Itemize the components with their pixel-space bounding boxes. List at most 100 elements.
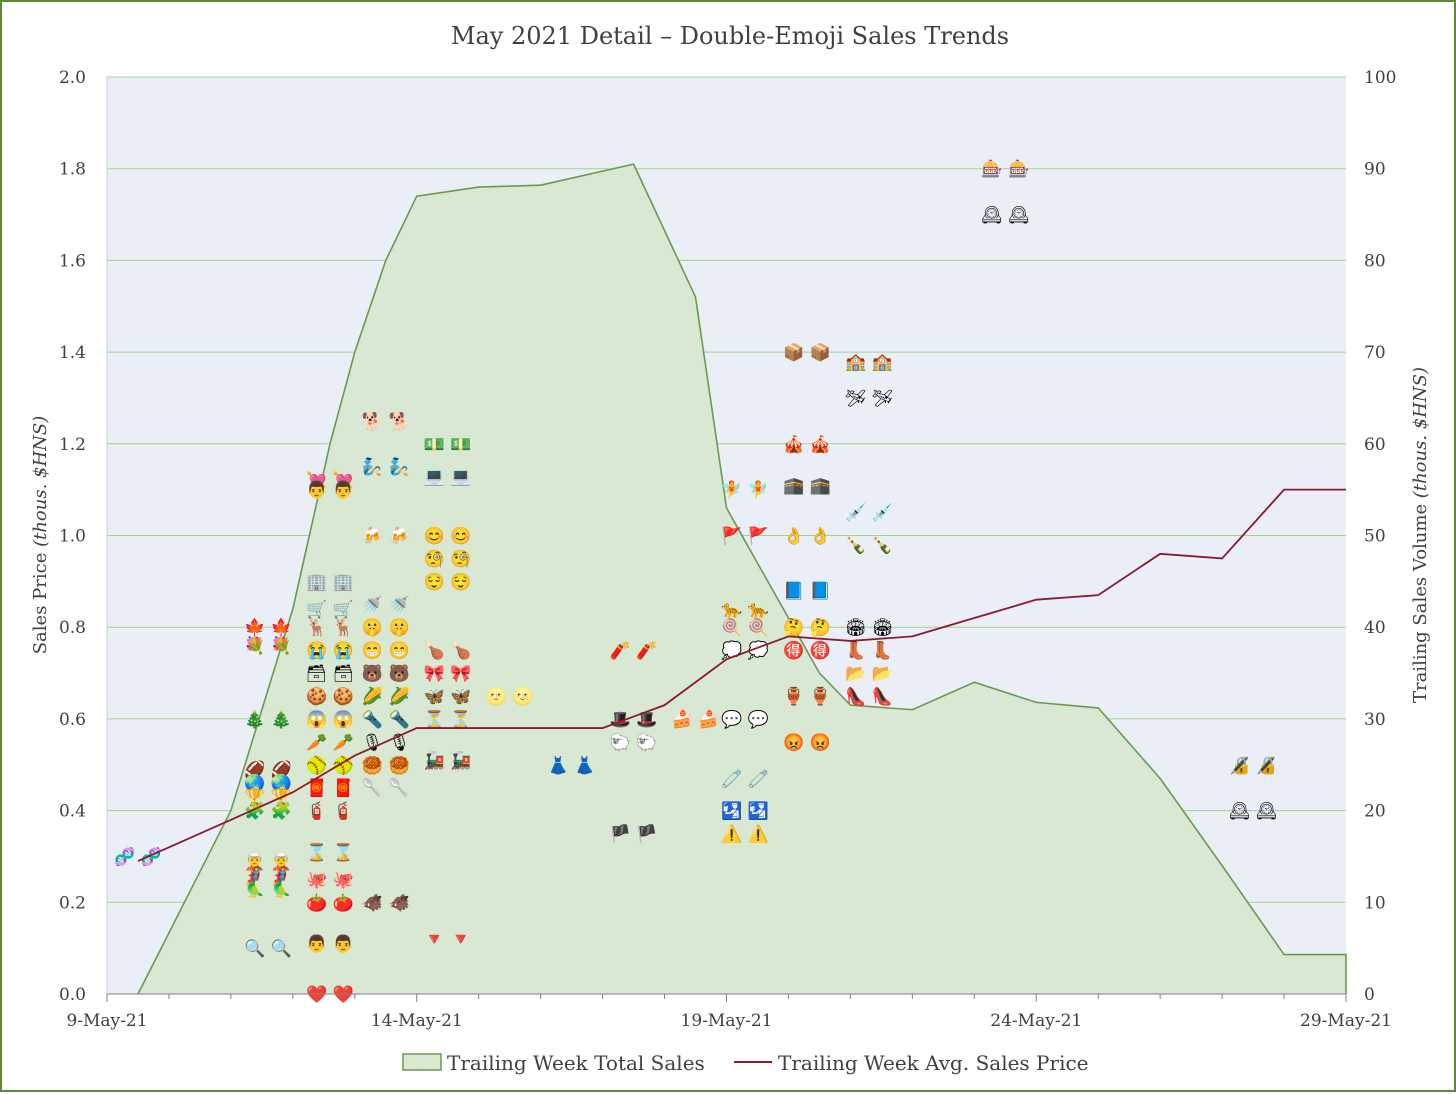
emoji-sale-marker: 🛒 🛒	[306, 599, 354, 620]
avg-price-line	[137, 488, 1346, 862]
emoji-sale-marker: 🔍 🔍	[244, 937, 292, 959]
emoji-sale-marker: 🍭 🍭	[721, 616, 769, 638]
y2-tick-label: 50	[1364, 527, 1386, 547]
y2-axis-title: Trailing Sales Volume (thous. $HNS)	[1410, 367, 1431, 703]
y-tick-label: 1.0	[59, 527, 86, 547]
emoji-sale-marker: 🧚 🧚	[721, 480, 769, 501]
emoji-sale-marker: 🧩 🧩	[244, 801, 292, 822]
emoji-sale-marker: 🏫 🏫	[845, 352, 893, 372]
emoji-sale-marker: 😱 😱	[306, 710, 354, 730]
emoji-sale-marker: 🥎 🥎	[305, 755, 354, 776]
y2-tick-label: 40	[1364, 618, 1386, 638]
legend-label-total-sales: Trailing Week Total Sales	[447, 1051, 705, 1075]
emoji-sale-marker: 🔦 🔦	[362, 709, 410, 730]
emoji-sale-marker: 🚂 🚂	[424, 750, 472, 771]
emoji-sale-marker: 🐻 🐻	[362, 663, 410, 684]
y-tick-label: 0.8	[59, 618, 86, 638]
emoji-sale-marker: 🌽 🌽	[362, 686, 410, 707]
emoji-sale-marker: 🔻 🔻	[424, 930, 472, 950]
y-tick-label: 1.2	[59, 435, 86, 455]
y2-tick-label: 20	[1364, 802, 1386, 822]
y2-tick-label: 60	[1364, 435, 1386, 455]
emoji-sale-marker: 🚿 🚿	[362, 594, 410, 615]
emoji-sale-marker: 🧝 🧝	[244, 851, 292, 872]
y-tick-label: 1.8	[59, 160, 86, 180]
y-axis-title-unit: (thous. $HNS)	[30, 416, 51, 547]
emoji-sale-marker: 🧯 🧯	[306, 801, 354, 822]
emoji-sale-marker: 🍾 🍾	[845, 535, 893, 556]
axes: 0.0 0 0.2 10 0.4 20 0.6 30 0.8 40 1.0 50 1.2 60 1.4 70 1…	[59, 68, 1397, 1031]
emoji-sale-marker: 🏺 🏺	[783, 686, 831, 707]
emoji-sale-marker: 🧐 🧐	[424, 549, 472, 569]
emoji-sale-marker: 🦸 🦸	[244, 865, 292, 886]
emoji-sale-marker: 👗 👗	[548, 755, 596, 776]
chart-title: May 2021 Detail – Double-Emoji Sales Tre…	[451, 22, 1009, 50]
emoji-sale-marker: 📦 📦	[783, 342, 831, 363]
y-tick-label: 0.4	[59, 802, 86, 822]
total-sales-area-outline	[137, 163, 1347, 995]
legend-label-avg-price: Trailing Week Avg. Sales Price	[778, 1051, 1089, 1075]
x-tick-label: 9-May-21	[66, 1011, 147, 1031]
emoji-sale-marker: 🕰 🕰	[1229, 802, 1278, 822]
emoji-sale-marker: ⌛ ⌛	[306, 842, 354, 863]
emoji-sale-marker: 🧷 🧷	[721, 769, 769, 790]
y2-tick-label: 100	[1364, 68, 1396, 88]
y-tick-label: 2.0	[59, 68, 86, 88]
emoji-sale-marker: 😁 😁	[362, 641, 410, 661]
emoji-sale-marker: 🏴 🏴	[610, 824, 658, 845]
emoji-sale-marker: 🏆 🏆	[244, 787, 292, 808]
y2-tick-label: 90	[1364, 160, 1386, 180]
emoji-sale-marker: 💵 💵	[424, 435, 472, 455]
emoji-sale-marker: 💘 💘	[306, 470, 354, 491]
emoji-sale-marker: 🐆 🐆	[721, 600, 769, 620]
emoji-sale-marker: 🧞 🧞	[362, 457, 410, 478]
emoji-sale-marker: 📂 📂	[845, 664, 893, 684]
emoji-sale-marker: 🍁 🍁	[244, 617, 292, 638]
emoji-sale-marker: 🍗 🍗	[424, 640, 472, 661]
emoji-sale-marker: 👠 👠	[845, 686, 893, 707]
emoji-sale-marker: 🛩 🛩	[845, 389, 894, 409]
y2-tick-label: 70	[1364, 343, 1386, 363]
emoji-sale-marker: 🍰 🍰	[672, 709, 720, 730]
emoji-sale-marker: 📘 📘	[783, 582, 831, 602]
x-tick-label: 19-May-21	[681, 1011, 773, 1031]
emoji-sale-marker: 🐙 🐙	[306, 870, 354, 890]
emoji-sale-marker: 🍅 🍅	[306, 892, 354, 913]
y2-tick-label: 30	[1364, 710, 1386, 730]
emoji-sale-marker: 🉐 🉐	[783, 640, 831, 661]
total-sales-area-fill	[137, 164, 1347, 995]
legend: Trailing Week Total Sales Trailing Week …	[402, 1051, 1089, 1075]
total-sales-area	[137, 163, 1347, 995]
emoji-sale-marker: 🍻 🍻	[362, 527, 410, 547]
emoji-sale-marker: 🚩 🚩	[721, 526, 769, 547]
y-axis-title-main: Sales Price	[30, 547, 51, 654]
emoji-sale-marker: 🛂 🛂	[721, 801, 769, 822]
emoji-markers: 🧬 🧬🍁 🍁💐 💐🎄 🎄🏈 🏈🌏 🌏🏆 🏆🧩 🧩🧝 🧝🦸 🦸🦜 🦜🔍 🔍💘 💘👨…	[114, 159, 1277, 1005]
x-tick-label: 14-May-21	[371, 1011, 463, 1031]
emoji-sale-marker: 🎀 🎀	[424, 664, 472, 684]
emoji-sale-marker: 🧬 🧬	[114, 846, 162, 867]
x-tick-label: 24-May-21	[990, 1011, 1082, 1031]
y-tick-label: 0.6	[59, 710, 86, 730]
emoji-sale-marker: ⚠️ ⚠️	[721, 824, 769, 845]
emoji-sale-marker: 🐑 🐑	[610, 732, 658, 753]
emoji-sale-marker: ⏳ ⏳	[424, 709, 472, 730]
emoji-sale-marker: 🎄 🎄	[244, 709, 292, 730]
y-tick-label: 0.2	[59, 893, 86, 913]
emoji-sale-marker: 🤫 🤫	[362, 618, 410, 638]
emoji-sale-marker: 🧨 🧨	[610, 640, 658, 661]
emoji-sale-marker: 🎪 🎪	[783, 434, 831, 455]
x-tick-label: 29-May-21	[1300, 1011, 1392, 1031]
emoji-sale-marker: 💻 💻	[424, 467, 472, 487]
emoji-sale-marker: 👌 👌	[783, 527, 831, 547]
emoji-sale-marker: 😭 😭	[306, 641, 354, 661]
emoji-sale-marker: 👨 👨	[306, 934, 354, 955]
emoji-sale-marker: 💭 💭	[721, 640, 769, 661]
emoji-sale-marker: 🧧 🧧	[306, 778, 354, 799]
emoji-sale-marker: 🌏 🌏	[244, 773, 292, 794]
emoji-sale-marker: 🕰 🕰	[981, 206, 1030, 226]
emoji-sale-marker: 💬 💬	[721, 709, 769, 730]
emoji-sale-marker: 👨 👨	[306, 480, 354, 501]
emoji-sale-marker: 🦌 🦌	[306, 617, 354, 638]
y-tick-label: 0.0	[59, 985, 86, 1005]
